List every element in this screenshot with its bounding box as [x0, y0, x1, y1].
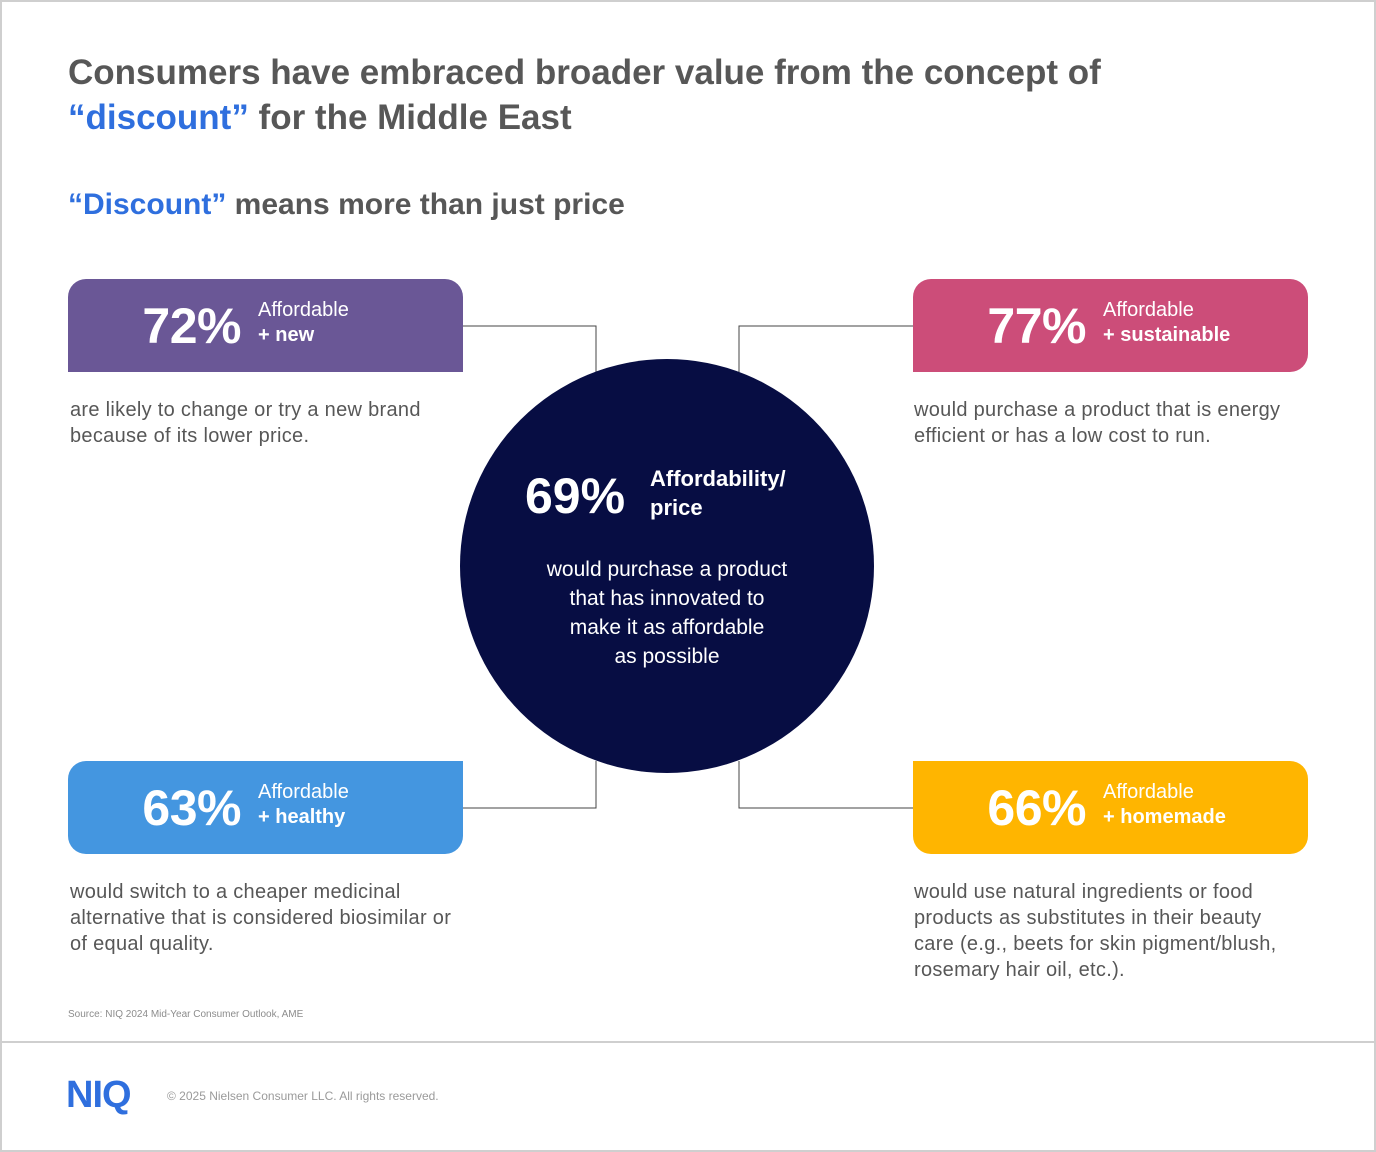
center-percent: 69%	[525, 468, 626, 524]
center-desc-line: that has innovated to	[569, 587, 765, 610]
card-affordable-sustainable: 77% Affordable + sustainable	[913, 279, 1308, 372]
card-label: Affordable + homemade	[1103, 780, 1226, 830]
page-subtitle: “Discount” means more than just price	[68, 188, 625, 222]
card-label: Affordable + sustainable	[1103, 298, 1230, 348]
card-label: Affordable + healthy	[258, 780, 349, 830]
subtitle-rest: means more than just price	[226, 188, 625, 221]
connector-bottom-left	[463, 761, 597, 809]
card-label-line-2: + sustainable	[1103, 323, 1231, 346]
title-line-2-rest: for the Middle East	[248, 98, 572, 137]
center-label-line-1: Affordability/	[650, 466, 786, 491]
card-description-homemade: would use natural ingredients or food pr…	[914, 881, 1277, 981]
card-label-line-1: Affordable	[1103, 780, 1194, 803]
connector-bottom-right	[738, 761, 913, 809]
card-label-line-1: Affordable	[1103, 298, 1194, 321]
card-description-sustainable: would purchase a product that is energy …	[914, 399, 1281, 447]
center-desc-line: as possible	[614, 645, 720, 668]
center-circle-affordability: 69% Affordability/ price would purchase …	[460, 359, 874, 773]
center-description: would purchase a product that has innova…	[520, 555, 814, 671]
copyright-text: © 2025 Nielsen Consumer LLC. All rights …	[167, 1089, 439, 1103]
card-percent: 63%	[142, 779, 241, 836]
page-title: Consumers have embraced broader value fr…	[68, 50, 1101, 140]
card-percent: 72%	[142, 297, 241, 354]
connector-top-right	[738, 325, 913, 372]
card-description-new: are likely to change or try a new brand …	[70, 399, 421, 447]
card-description-healthy: would switch to a cheaper medicinal alte…	[70, 881, 452, 955]
card-affordable-new: 72% Affordable + new	[68, 279, 463, 372]
title-line-1: Consumers have embraced broader value fr…	[68, 53, 1101, 92]
card-label-line-2: + healthy	[258, 805, 346, 828]
center-label-line-2: price	[650, 495, 703, 520]
card-affordable-healthy: 63% Affordable + healthy	[68, 761, 463, 854]
title-accent: “discount”	[68, 98, 249, 137]
footer-divider	[2, 1041, 1374, 1043]
center-label: Affordability/ price	[650, 464, 786, 522]
card-label: Affordable + new	[258, 298, 349, 348]
card-percent: 66%	[987, 779, 1086, 836]
card-label-line-2: + new	[258, 323, 315, 346]
center-desc-line: would purchase a product	[546, 558, 788, 581]
card-label-line-1: Affordable	[258, 780, 349, 803]
card-affordable-homemade: 66% Affordable + homemade	[913, 761, 1308, 854]
connector-top-left	[463, 325, 597, 372]
source-note: Source: NIQ 2024 Mid-Year Consumer Outlo…	[68, 1009, 304, 1020]
card-label-line-2: + homemade	[1103, 805, 1226, 828]
subtitle-accent: “Discount”	[68, 188, 227, 221]
title-line-2: “discount” for the Middle East	[68, 95, 1101, 140]
niq-logo: NIQ	[66, 1074, 132, 1116]
center-desc-line: make it as affordable	[569, 616, 765, 639]
card-label-line-1: Affordable	[258, 298, 349, 321]
card-percent: 77%	[987, 297, 1086, 354]
